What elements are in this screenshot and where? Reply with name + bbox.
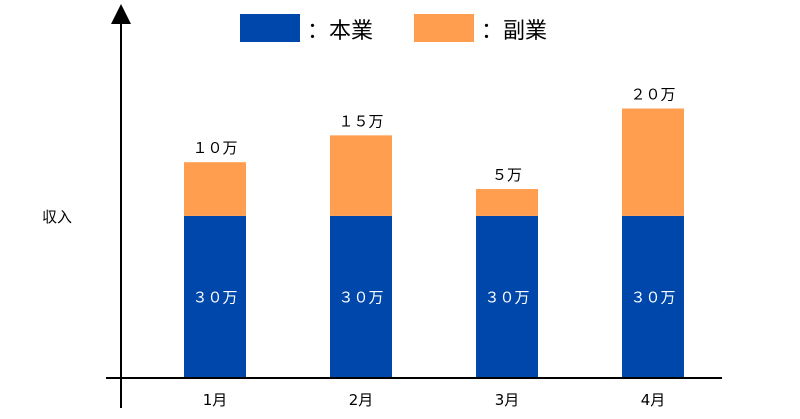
bar-side-2	[330, 135, 392, 216]
x-tick-label-3: 3月	[495, 391, 520, 409]
bar-main-3	[476, 215, 538, 377]
data-label-main-4: ３０万	[630, 288, 675, 306]
bar-main-2	[330, 215, 392, 377]
legend: ：本業 ：副業	[240, 14, 547, 44]
bars-group: ３０万 １０万 ３０万 １５万 ３０万 ５万 ３０万 ２０万	[184, 86, 684, 377]
bar-main-4	[622, 215, 684, 377]
data-label-side-1: １０万	[192, 139, 237, 157]
x-tick-label-1: 1月	[203, 391, 228, 409]
data-label-main-3: ３０万	[484, 288, 529, 306]
bar-side-1	[184, 162, 246, 216]
data-label-side-4: ２０万	[630, 86, 675, 104]
data-label-side-3: ５万	[492, 166, 522, 184]
legend-swatch-side	[414, 14, 474, 42]
x-tick-label-2: 2月	[349, 391, 374, 409]
data-label-side-2: １５万	[338, 112, 383, 130]
legend-label-side: ：副業	[481, 19, 547, 44]
bar-side-4	[622, 108, 684, 216]
x-tick-label-4: 4月	[641, 391, 666, 409]
y-axis-label: 収入	[42, 208, 72, 226]
legend-swatch-main	[240, 14, 300, 42]
bar-main-1	[184, 215, 246, 377]
legend-label-main: ：本業	[307, 19, 373, 44]
x-tick-labels: 1月 2月 3月 4月	[203, 391, 666, 409]
bar-side-3	[476, 189, 538, 216]
data-label-main-2: ３０万	[338, 288, 383, 306]
data-label-main-1: ３０万	[192, 288, 237, 306]
